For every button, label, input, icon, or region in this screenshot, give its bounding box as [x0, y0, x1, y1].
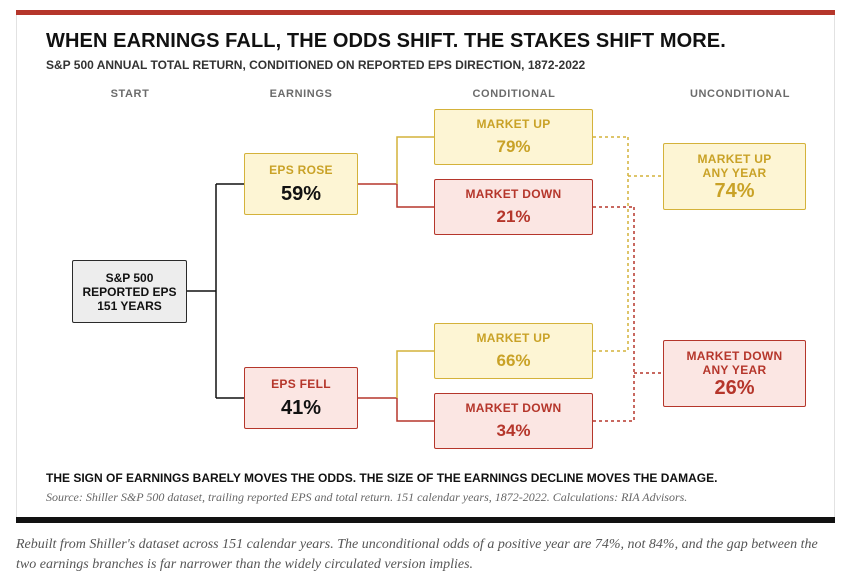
figure-caption: Rebuilt from Shiller's dataset across 15… [16, 537, 818, 572]
start-line-1: S&P 500 [105, 270, 154, 285]
node-eps-rose: EPS ROSE 59% [244, 153, 358, 215]
connector-fell-down [358, 397, 434, 422]
rose-down-value: 21% [496, 207, 531, 226]
node-fell-market-down: MARKET DOWN 34% [434, 393, 593, 449]
footer-note: THE SIGN OF EARNINGS BARELY MOVES THE OD… [46, 471, 718, 485]
uncond-up-line-2: ANY YEAR [702, 165, 767, 180]
node-fell-market-up: MARKET UP 66% [434, 323, 593, 379]
rose-down-label: MARKET DOWN [465, 187, 562, 201]
eps-rose-label: EPS ROSE [269, 162, 333, 177]
uncond-up-line-1: MARKET UP [697, 151, 772, 166]
column-header-start: START [110, 88, 150, 100]
node-eps-fell: EPS FELL 41% [244, 367, 358, 429]
node-unconditional-down: MARKET DOWN ANY YEAR 26% [663, 340, 806, 407]
chart-title: WHEN EARNINGS FALL, THE ODDS SHIFT. THE … [46, 30, 726, 52]
uncond-down-value: 26% [714, 376, 755, 399]
node-unconditional-up: MARKET UP ANY YEAR 74% [663, 143, 806, 210]
rose-up-label: MARKET UP [476, 117, 551, 131]
node-rose-market-up: MARKET UP 79% [434, 109, 593, 165]
connector-start [187, 183, 244, 399]
column-header-earnings: EARNINGS [269, 88, 333, 100]
rose-up-value: 79% [496, 137, 531, 156]
connector-up-merge [593, 136, 663, 352]
column-header-unconditional: UNCONDITIONAL [689, 88, 791, 100]
eps-fell-label: EPS FELL [271, 376, 331, 391]
column-header-conditional: CONDITIONAL [472, 88, 556, 100]
uncond-up-value: 74% [714, 179, 755, 202]
uncond-down-line-2: ANY YEAR [702, 362, 767, 377]
bottom-bar [16, 517, 835, 523]
chart-subtitle: S&P 500 ANNUAL TOTAL RETURN, CONDITIONED… [46, 58, 586, 72]
connector-rose-down [358, 183, 434, 208]
eps-rose-value: 59% [280, 182, 322, 205]
fell-down-value: 34% [496, 421, 531, 440]
node-rose-market-down: MARKET DOWN 21% [434, 179, 593, 235]
connector-down-merge [593, 206, 663, 422]
eps-fell-value: 41% [280, 396, 322, 419]
start-line-3: 151 YEARS [97, 298, 162, 313]
connector-rose-up [396, 136, 434, 184]
fell-up-label: MARKET UP [476, 331, 551, 345]
fell-up-value: 66% [496, 351, 531, 370]
top-accent-bar [16, 10, 835, 15]
connector-fell-up [396, 350, 434, 398]
fell-down-label: MARKET DOWN [465, 401, 562, 415]
uncond-down-line-1: MARKET DOWN [686, 348, 783, 363]
source-note: Source: Shiller S&P 500 dataset, trailin… [46, 490, 688, 504]
start-line-2: REPORTED EPS [82, 284, 177, 299]
node-start: S&P 500 REPORTED EPS 151 YEARS [72, 260, 187, 323]
